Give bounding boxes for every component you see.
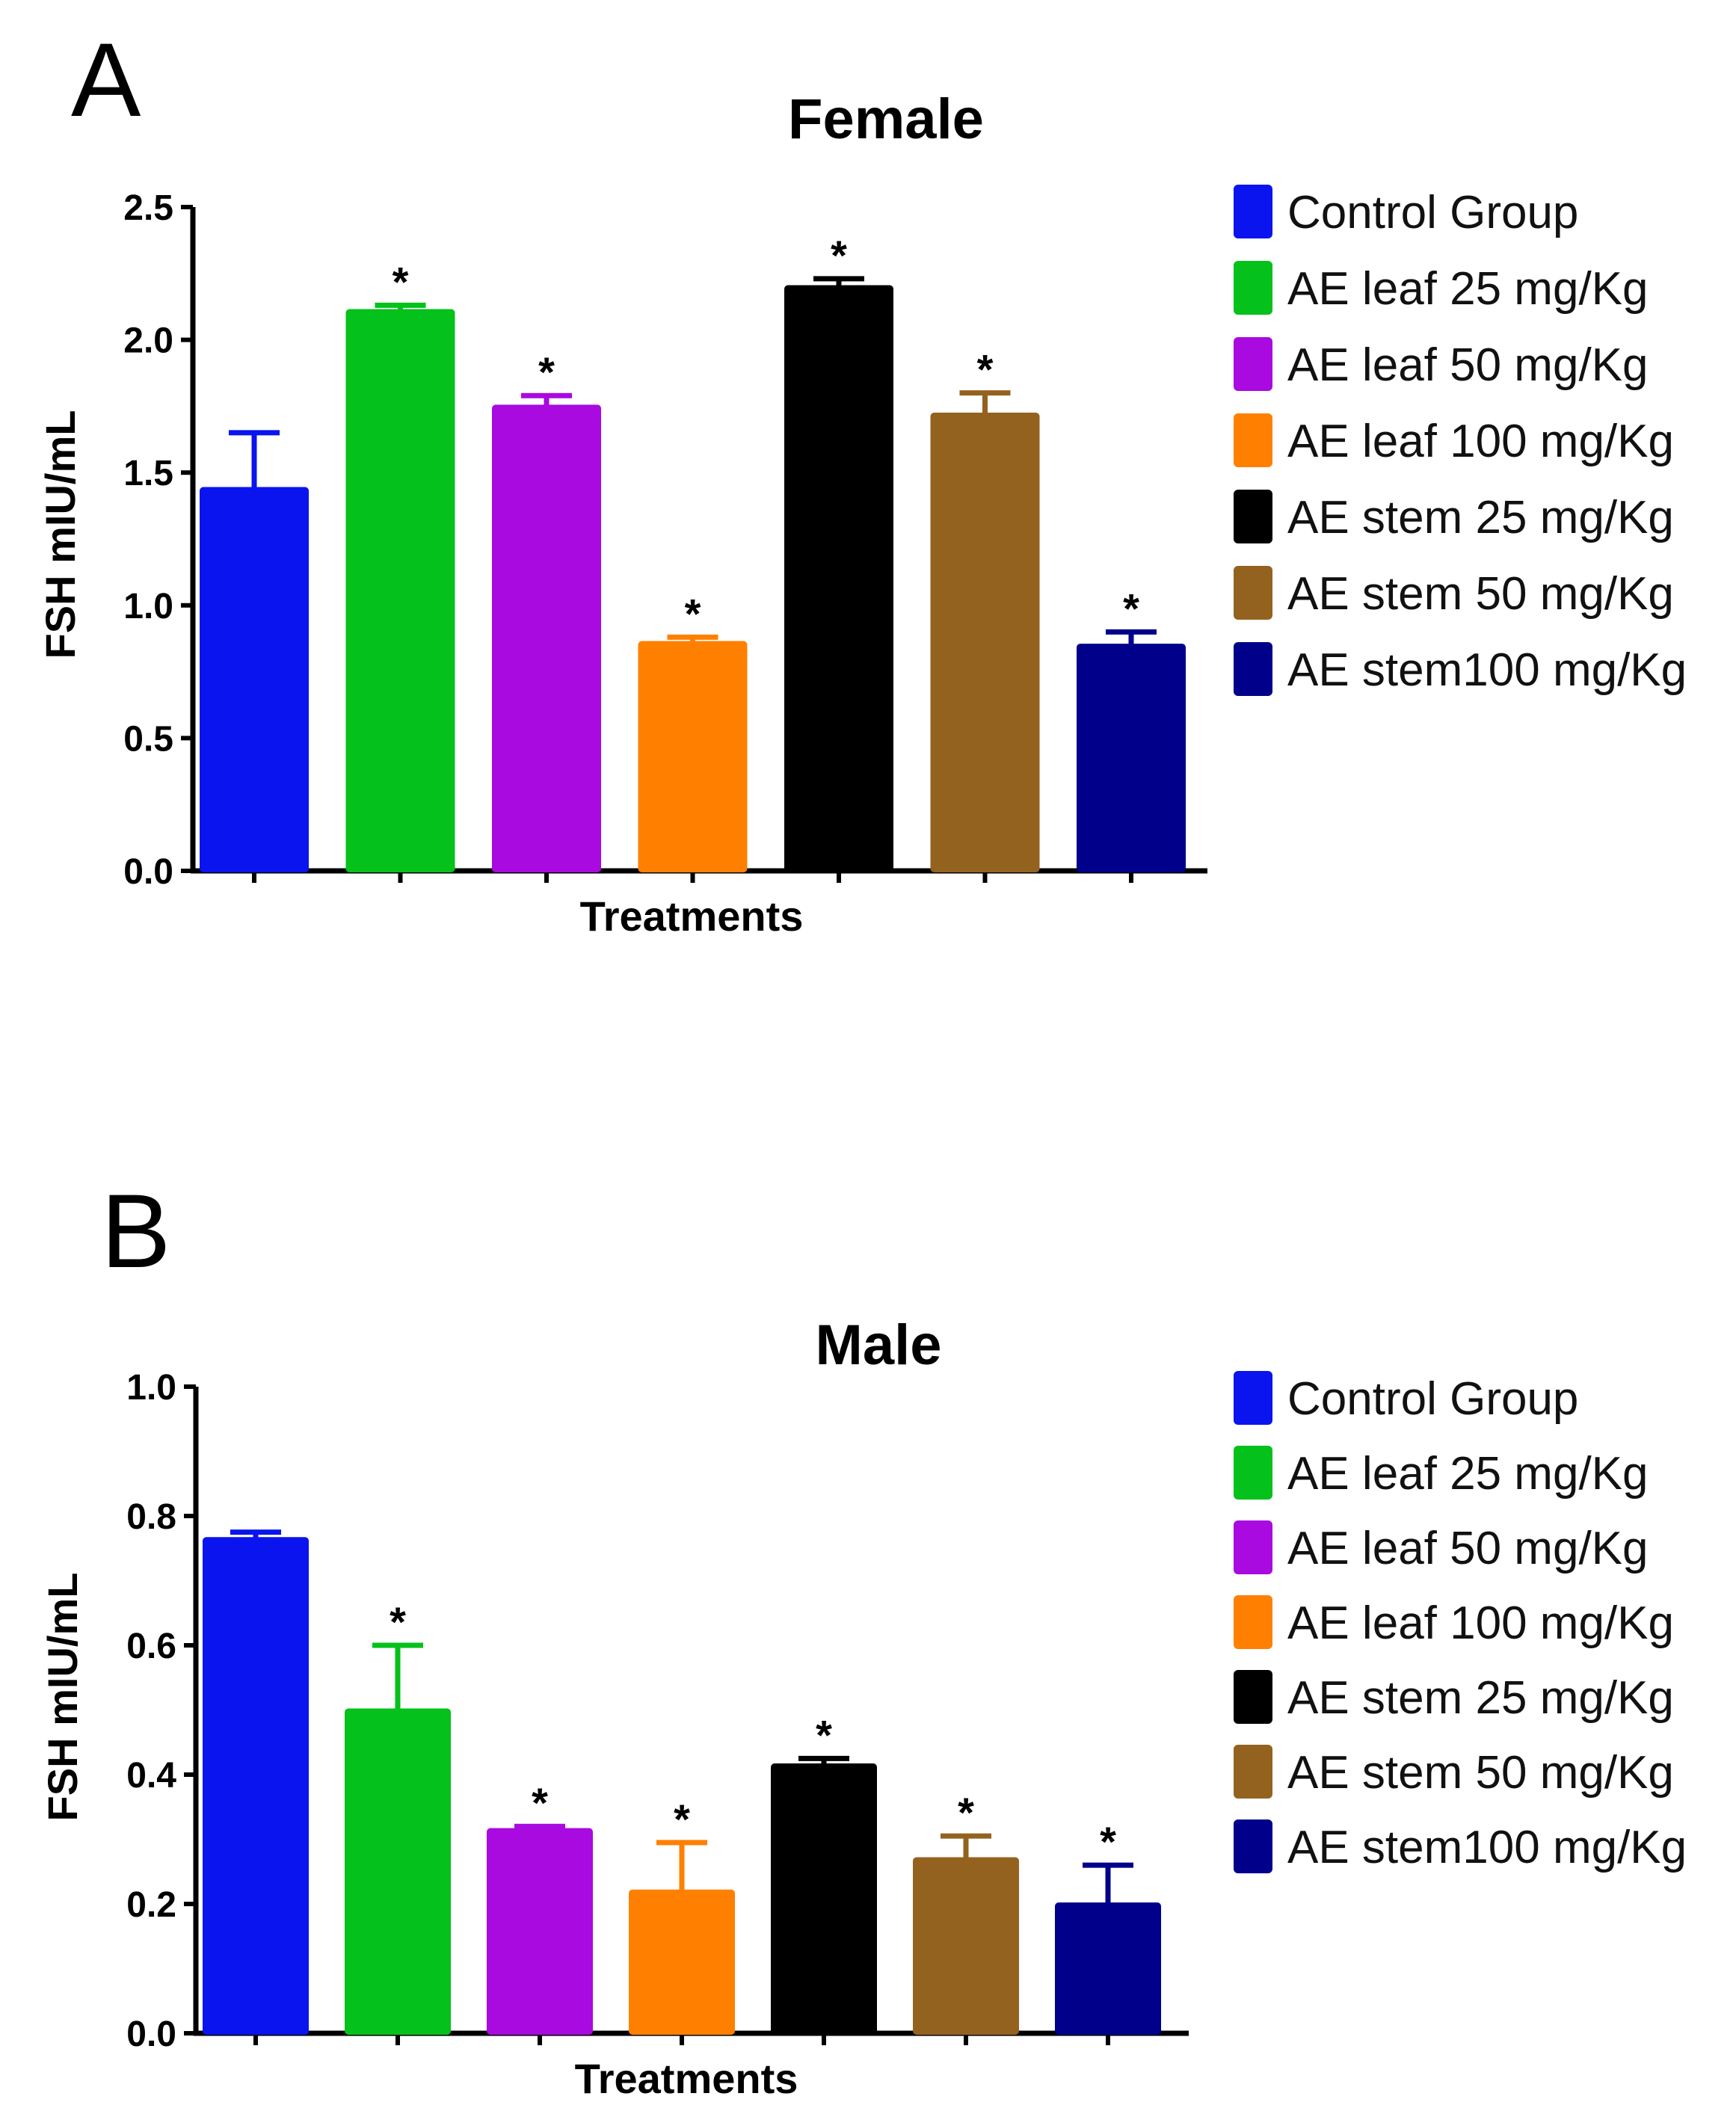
y-tick-label: 0.5 <box>123 719 173 759</box>
significance-marker: * <box>538 348 555 395</box>
legend-swatch <box>1234 337 1272 391</box>
legend-entry-label: AE stem 25 mg/Kg <box>1287 492 1674 543</box>
legend-entry-label: AE stem100 mg/Kg <box>1287 1822 1687 1873</box>
y-tick-label: 1.0 <box>126 1368 176 1408</box>
y-tick-label: 2.0 <box>123 321 173 361</box>
legend-swatch <box>1234 1446 1272 1500</box>
legend-entry-label: AE stem 25 mg/Kg <box>1287 1672 1674 1724</box>
y-axis-label-b: FSH mIU/mL <box>39 1573 86 1822</box>
significance-marker: * <box>958 1789 974 1836</box>
bar <box>771 1763 877 2035</box>
legend-swatch <box>1234 1520 1272 1574</box>
legend-swatch <box>1234 185 1272 238</box>
bar <box>200 487 309 873</box>
significance-marker: * <box>831 232 847 279</box>
legend-entry-label: AE leaf 25 mg/Kg <box>1287 1448 1649 1500</box>
y-tick-label: 2.5 <box>123 188 173 228</box>
x-axis-label-a: Treatments <box>580 893 804 940</box>
legend-b: Control Group AE leaf 25 mg/Kg AE leaf 50 … <box>1234 1371 1687 1873</box>
y-tick-label: 0.4 <box>126 1756 176 1796</box>
chart-title-male: Male <box>816 1313 942 1377</box>
bar <box>492 404 601 872</box>
legend-swatch <box>1234 490 1272 543</box>
bar <box>913 1857 1019 2035</box>
bar <box>930 413 1040 872</box>
bar <box>345 309 455 872</box>
legend-entry-label: AE leaf 100 mg/Kg <box>1287 1597 1674 1649</box>
y-tick-label: 0.0 <box>126 2015 176 2054</box>
legend-swatch <box>1234 1670 1272 1724</box>
y-axis-label-a: FSH mIU/mL <box>37 410 84 659</box>
significance-marker: * <box>816 1711 832 1758</box>
bar <box>1055 1902 1161 2035</box>
bar <box>638 641 748 872</box>
bar <box>629 1889 735 2035</box>
legend-swatch <box>1234 1819 1272 1873</box>
legend-swatch <box>1234 566 1272 620</box>
bar <box>203 1537 309 2035</box>
legend-swatch <box>1234 1745 1272 1799</box>
y-tick-label: 0.6 <box>126 1627 176 1666</box>
significance-marker: * <box>674 1796 690 1843</box>
legend-swatch <box>1234 1595 1272 1649</box>
legend-swatch <box>1234 261 1272 315</box>
significance-marker: * <box>1123 585 1139 632</box>
legend-swatch <box>1234 1371 1272 1425</box>
bar <box>1077 644 1186 873</box>
legend-entry-label: Control Group <box>1287 1373 1578 1425</box>
plot-area-b: 0.0 0.2 0.4 0.6 0.8 1.0 * * * * * * <box>126 1368 1189 2054</box>
bar <box>345 1708 451 2035</box>
chart-title-female: Female <box>788 87 984 151</box>
significance-marker: * <box>977 346 994 393</box>
legend-swatch <box>1234 642 1272 696</box>
y-tick-label: 1.5 <box>123 454 173 493</box>
significance-marker: * <box>390 1598 406 1645</box>
bar <box>784 285 893 872</box>
legend-swatch <box>1234 413 1272 467</box>
y-tick-label: 0.0 <box>123 852 173 892</box>
significance-marker: * <box>685 590 701 637</box>
panel-letter-a: A <box>71 21 141 138</box>
legend-entry-label: AE leaf 25 mg/Kg <box>1287 263 1649 315</box>
legend-entry-label: AE stem100 mg/Kg <box>1287 644 1687 696</box>
panel-b: B Male Treatments FSH mIU/mL 0.00.20.40.… <box>39 1172 1687 2102</box>
significance-marker: * <box>532 1779 548 1826</box>
bar <box>487 1828 593 2035</box>
plot-area-a: 0.0 0.5 1.0 1.5 2.0 2.5 * * * * * * <box>123 188 1207 892</box>
y-tick-label: 0.2 <box>126 1885 176 1925</box>
legend-entry-label: AE leaf 50 mg/Kg <box>1287 339 1649 391</box>
panel-a: A Female Treatments FSH mIU/mL 0.0 0.5 1.0… <box>37 21 1687 940</box>
legend-a: Control Group AE leaf 25 mg/Kg AE leaf 50 … <box>1234 185 1687 696</box>
significance-marker: * <box>393 258 409 305</box>
y-tick-label: 1.0 <box>123 587 173 626</box>
legend-entry-label: AE leaf 50 mg/Kg <box>1287 1523 1649 1574</box>
legend-entry-label: AE leaf 100 mg/Kg <box>1287 416 1674 467</box>
significance-marker: * <box>1100 1818 1116 1865</box>
legend-entry-label: AE stem 50 mg/Kg <box>1287 1747 1674 1799</box>
panel-letter-b: B <box>101 1172 170 1289</box>
legend-entry-label: AE stem 50 mg/Kg <box>1287 568 1674 620</box>
legend-entry-label: Control Group <box>1287 187 1578 238</box>
x-axis-label-b: Treatments <box>575 2055 798 2102</box>
y-tick-label: 0.8 <box>126 1497 176 1537</box>
